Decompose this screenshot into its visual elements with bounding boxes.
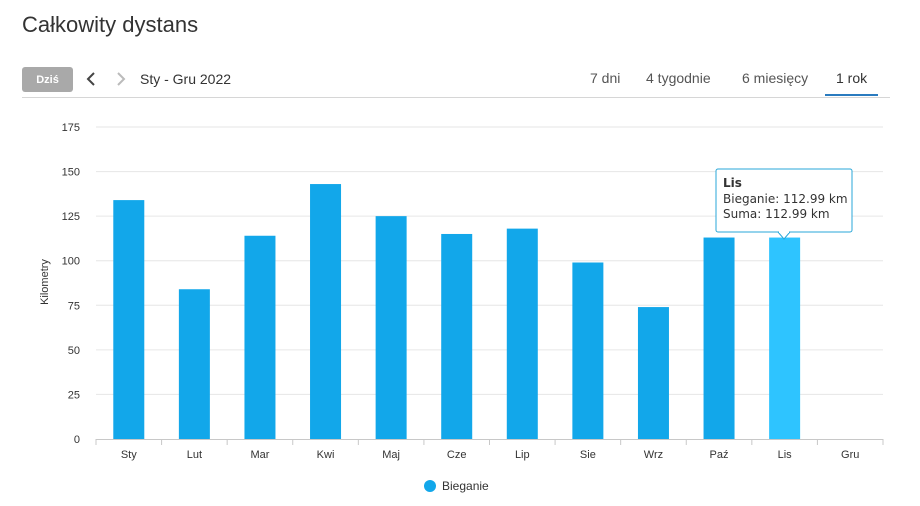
chart-legend: Bieganie	[424, 479, 489, 493]
bar-lip[interactable]	[506, 228, 538, 439]
y-tick-label: 75	[68, 300, 80, 312]
bar-sty[interactable]	[113, 200, 145, 439]
x-axis-ticks: Sty Lut Mar Kwi Maj Cze Lip Sie Wrz Paź Lis Gru	[95, 439, 884, 461]
bar-kwi[interactable]	[310, 184, 342, 439]
bar-lis[interactable]	[769, 237, 801, 439]
x-tick-label: Wrz	[644, 449, 663, 461]
x-tick-label: Lip	[515, 449, 530, 461]
x-tick-label: Mar	[250, 449, 269, 461]
bar-mar[interactable]	[244, 235, 276, 439]
chart-tooltip: Lis Bieganie: 112.99 km Suma: 112.99 km	[715, 168, 853, 240]
tab-4-weeks[interactable]: 4 tygodnie	[646, 70, 711, 86]
y-tick-label: 50	[68, 345, 80, 357]
y-tick-label: 25	[68, 389, 80, 401]
y-tick-label: 100	[62, 256, 80, 268]
date-toolbar: Dziś Sty - Gru 2022 7 dni 4 tygodnie 6 m…	[22, 66, 890, 98]
tooltip-title: Lis	[723, 176, 742, 190]
active-tab-underline	[825, 94, 878, 96]
chevron-right-icon[interactable]	[110, 68, 130, 90]
x-tick-label: Gru	[841, 449, 859, 461]
x-tick-label: Paź	[710, 449, 729, 461]
chevron-left-icon[interactable]	[82, 68, 102, 90]
x-tick-label: Sie	[580, 449, 596, 461]
page-title: Całkowity dystans	[22, 12, 199, 37]
bar-lut[interactable]	[178, 289, 210, 439]
today-button[interactable]: Dziś	[22, 67, 73, 92]
y-tick-label: 150	[62, 167, 80, 179]
bars	[113, 184, 801, 439]
x-tick-label: Cze	[447, 449, 467, 461]
tab-6-months[interactable]: 6 miesięcy	[742, 70, 809, 86]
date-range-label: Sty - Gru 2022	[140, 71, 232, 87]
legend-marker-bieganie[interactable]	[424, 480, 436, 492]
bar-maj[interactable]	[375, 216, 407, 439]
x-tick-label: Lut	[187, 449, 202, 461]
tab-7-days[interactable]: 7 dni	[590, 70, 621, 86]
tooltip-line-total: Suma: 112.99 km	[723, 207, 830, 221]
y-tick-label: 0	[74, 434, 80, 446]
bar-wrz[interactable]	[637, 307, 669, 439]
y-axis-ticks: 0 25 50 75 100 125 150 175	[62, 122, 80, 446]
x-tick-label: Kwi	[317, 449, 335, 461]
x-tick-label: Sty	[121, 449, 137, 461]
tooltip-line-series: Bieganie: 112.99 km	[723, 192, 848, 206]
grid-lines	[96, 126, 883, 395]
bar-paź[interactable]	[703, 237, 735, 439]
tab-1-year[interactable]: 1 rok	[836, 70, 868, 86]
x-tick-label: Lis	[778, 449, 793, 461]
y-tick-label: 125	[62, 211, 80, 223]
period-tabs: 7 dni 4 tygodnie 6 miesięcy 1 rok	[570, 66, 890, 97]
y-tick-label: 175	[62, 122, 80, 134]
legend-label-bieganie[interactable]: Bieganie	[442, 479, 489, 493]
y-axis-label: Kilometry	[39, 259, 51, 305]
x-tick-label: Maj	[382, 449, 400, 461]
bar-sie[interactable]	[572, 262, 604, 439]
bar-cze[interactable]	[441, 233, 473, 439]
